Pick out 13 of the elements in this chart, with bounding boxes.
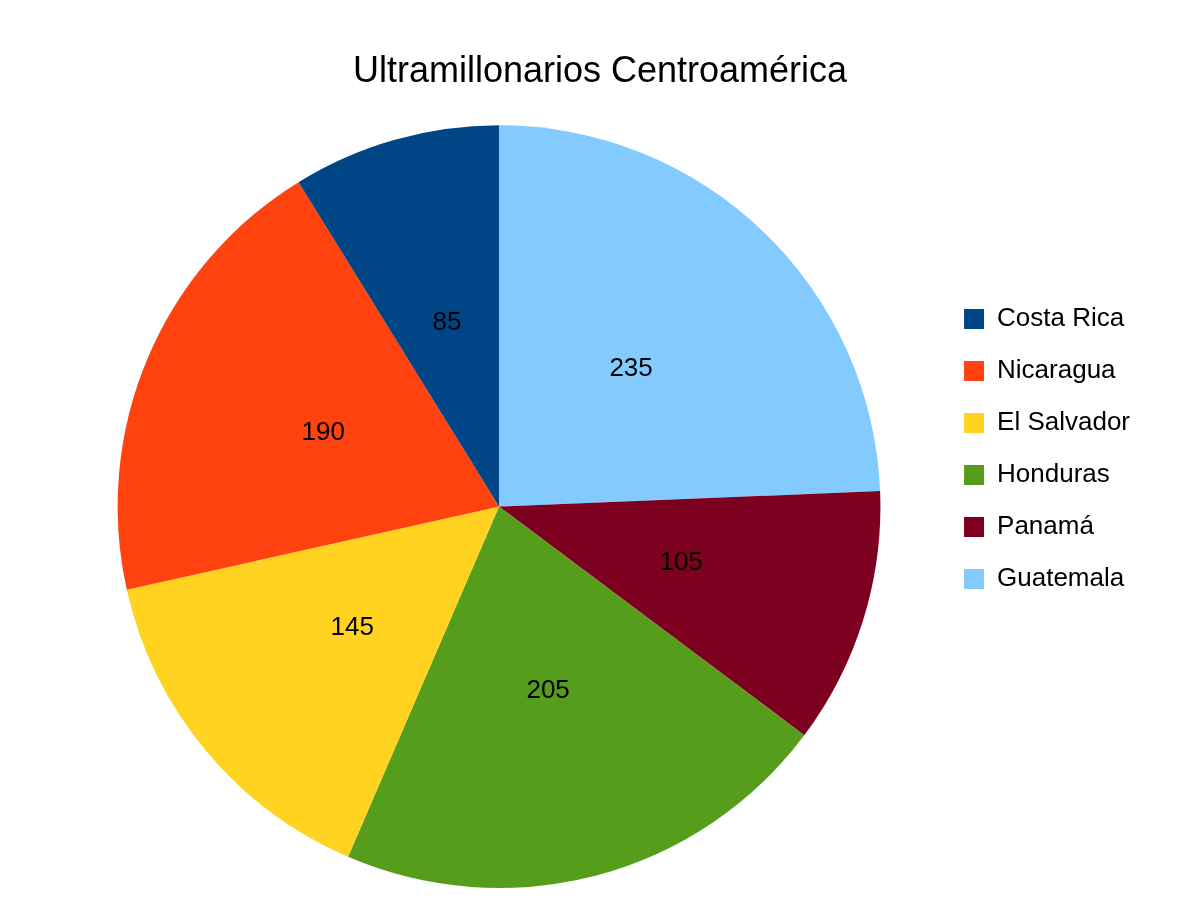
data-label: 105 [659,546,703,577]
legend-label: Panamá [997,510,1095,541]
chart-title: Ultramillonarios Centroamérica [352,48,849,90]
legend-label: El Salvador [997,406,1131,437]
data-label: 145 [330,611,374,642]
data-label: 190 [301,415,345,446]
legend-label: Honduras [997,458,1110,489]
legend-label: Costa Rica [997,302,1125,333]
data-label: 235 [609,352,653,383]
legend-label: Guatemala [997,562,1125,593]
data-label: 85 [432,306,462,337]
legend-label: Nicaragua [997,354,1117,385]
data-label: 205 [526,674,570,705]
